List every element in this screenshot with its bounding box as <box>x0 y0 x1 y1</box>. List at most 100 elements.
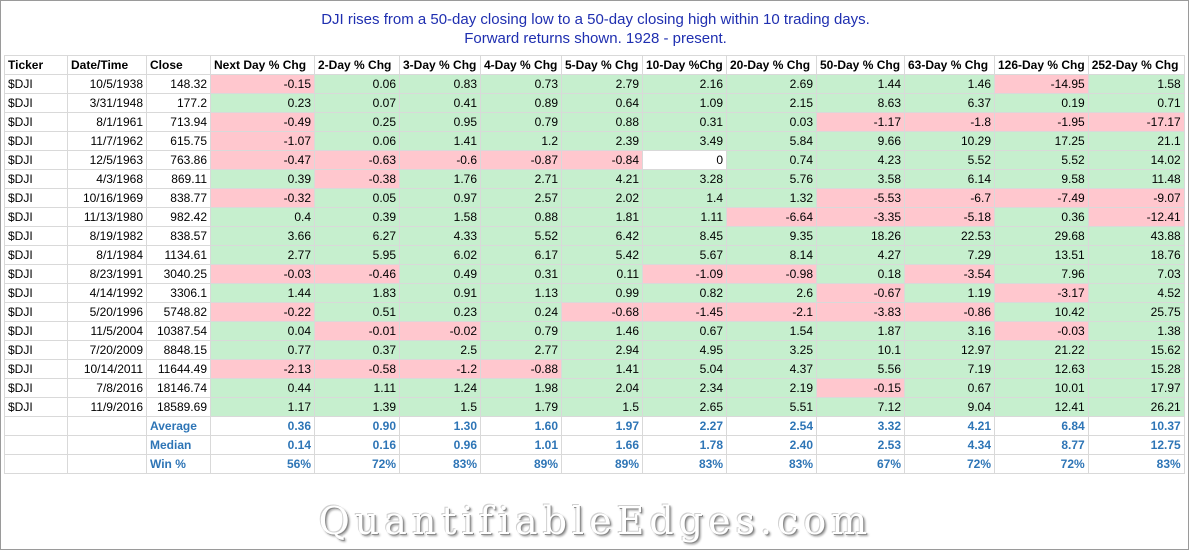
return-cell: 2.71 <box>480 169 562 189</box>
return-cell: 0.64 <box>561 93 643 113</box>
return-cell: 2.5 <box>399 340 481 360</box>
return-cell: 12.41 <box>994 397 1089 417</box>
return-cell: 1.98 <box>480 378 562 398</box>
return-cell: 6.42 <box>561 226 643 246</box>
return-cell: 2.77 <box>210 245 315 265</box>
return-cell: 3.16 <box>904 321 995 341</box>
ticker-cell: $DJI <box>4 74 68 94</box>
summary-value-cell: 10.37 <box>1087 416 1185 436</box>
ticker-cell: $DJI <box>4 321 68 341</box>
summary-value-cell: 6.84 <box>994 416 1089 436</box>
return-cell: 0.37 <box>314 340 400 360</box>
summary-value-cell: 83% <box>726 454 817 474</box>
table-row: $DJI 8/23/1991 3040.25 -0.03 -0.46 0.49 0.31 0.… <box>4 264 1185 284</box>
return-cell: 0.91 <box>399 283 481 303</box>
summary-value-cell: 83% <box>399 454 481 474</box>
return-cell: 2.02 <box>561 188 643 208</box>
return-cell: 1.46 <box>561 321 643 341</box>
date-cell: 10/5/1938 <box>67 74 147 94</box>
return-cell: 17.25 <box>994 131 1089 151</box>
return-cell: 9.04 <box>904 397 995 417</box>
return-cell: -2.13 <box>210 359 315 379</box>
return-cell: 3.25 <box>726 340 817 360</box>
return-cell: 26.21 <box>1087 397 1185 417</box>
col-header-126-day: 126-Day % Chg <box>994 55 1089 75</box>
summary-row: Win % 56% 72% 83% 89% 89% 83% 83% 67% 72% 72% 83% <box>4 454 1185 474</box>
ticker-cell: $DJI <box>4 226 68 246</box>
return-cell: 1.41 <box>399 131 481 151</box>
return-cell: -2.1 <box>726 302 817 322</box>
return-cell: 7.96 <box>994 264 1089 284</box>
return-cell: 8.45 <box>642 226 727 246</box>
return-cell: -6.7 <box>904 188 995 208</box>
return-cell: 1.32 <box>726 188 817 208</box>
table-row: $DJI 11/13/1980 982.42 0.4 0.39 1.58 0.88 1.81 1… <box>4 207 1185 227</box>
summary-value-cell: 89% <box>561 454 643 474</box>
return-cell: 1.11 <box>314 378 400 398</box>
return-cell: 1.79 <box>480 397 562 417</box>
return-cell: 0.11 <box>561 264 643 284</box>
return-cell: 1.5 <box>399 397 481 417</box>
summary-value-cell: 2.27 <box>642 416 727 436</box>
return-cell: -0.88 <box>480 359 562 379</box>
table-row: $DJI 10/14/2011 11644.49 -2.13 -0.58 -1.2 -0.8… <box>4 359 1185 379</box>
ticker-cell: $DJI <box>4 169 68 189</box>
return-cell: 0.06 <box>314 74 400 94</box>
return-cell: 11.48 <box>1087 169 1185 189</box>
return-cell: 29.68 <box>994 226 1089 246</box>
return-cell: 0.25 <box>314 112 400 132</box>
return-cell: -17.17 <box>1087 112 1185 132</box>
summary-value-cell: 89% <box>480 454 562 474</box>
report-title: DJI rises from a 50-day closing low to a… <box>1 10 1189 48</box>
return-cell: 0.36 <box>994 207 1089 227</box>
return-cell: 7.03 <box>1087 264 1185 284</box>
summary-value-cell: 1.97 <box>561 416 643 436</box>
date-cell: 11/9/2016 <box>67 397 147 417</box>
return-cell: -0.98 <box>726 264 817 284</box>
return-cell: 0.23 <box>399 302 481 322</box>
date-cell: 3/31/1948 <box>67 93 147 113</box>
summary-label: Average <box>146 416 211 436</box>
return-cell: 9.66 <box>816 131 905 151</box>
return-cell: -1.07 <box>210 131 315 151</box>
return-cell: -0.87 <box>480 150 562 170</box>
return-cell: 4.33 <box>399 226 481 246</box>
col-header-20-day: 20-Day % Chg <box>726 55 817 75</box>
return-cell: 0.79 <box>480 112 562 132</box>
return-cell: 0.49 <box>399 264 481 284</box>
date-cell: 10/16/1969 <box>67 188 147 208</box>
return-cell: -1.09 <box>642 264 727 284</box>
return-cell: 10.1 <box>816 340 905 360</box>
return-cell: 2.34 <box>642 378 727 398</box>
return-cell: 0.06 <box>314 131 400 151</box>
return-cell: 7.29 <box>904 245 995 265</box>
return-cell: 0.39 <box>210 169 315 189</box>
summary-row: Average 0.36 0.90 1.30 1.60 1.97 2.27 2.54 3.32 4… <box>4 416 1185 436</box>
col-header-4-day: 4-Day % Chg <box>480 55 562 75</box>
return-cell: 2.16 <box>642 74 727 94</box>
return-cell: 1.5 <box>561 397 643 417</box>
close-cell: 615.75 <box>146 131 211 151</box>
col-header-252-day: 252-Day % Chg <box>1087 55 1185 75</box>
return-cell: -0.58 <box>314 359 400 379</box>
summary-value-cell: 83% <box>642 454 727 474</box>
date-cell: 8/1/1984 <box>67 245 147 265</box>
return-cell: 2.77 <box>480 340 562 360</box>
close-cell: 838.77 <box>146 188 211 208</box>
summary-blank-cell <box>67 454 147 474</box>
return-cell: -5.53 <box>816 188 905 208</box>
table-row: $DJI 4/3/1968 869.11 0.39 -0.38 1.76 2.71 4.21 3… <box>4 169 1185 189</box>
date-cell: 4/3/1968 <box>67 169 147 189</box>
return-cell: 0 <box>642 150 727 170</box>
table-row: $DJI 11/9/2016 18589.69 1.17 1.39 1.5 1.79 1.5 2… <box>4 397 1185 417</box>
return-cell: -1.8 <box>904 112 995 132</box>
return-cell: -3.54 <box>904 264 995 284</box>
close-cell: 18146.74 <box>146 378 211 398</box>
return-cell: 2.19 <box>726 378 817 398</box>
close-cell: 11644.49 <box>146 359 211 379</box>
return-cell: 1.11 <box>642 207 727 227</box>
summary-value-cell: 1.30 <box>399 416 481 436</box>
return-cell: 4.95 <box>642 340 727 360</box>
return-cell: 0.44 <box>210 378 315 398</box>
close-cell: 10387.54 <box>146 321 211 341</box>
